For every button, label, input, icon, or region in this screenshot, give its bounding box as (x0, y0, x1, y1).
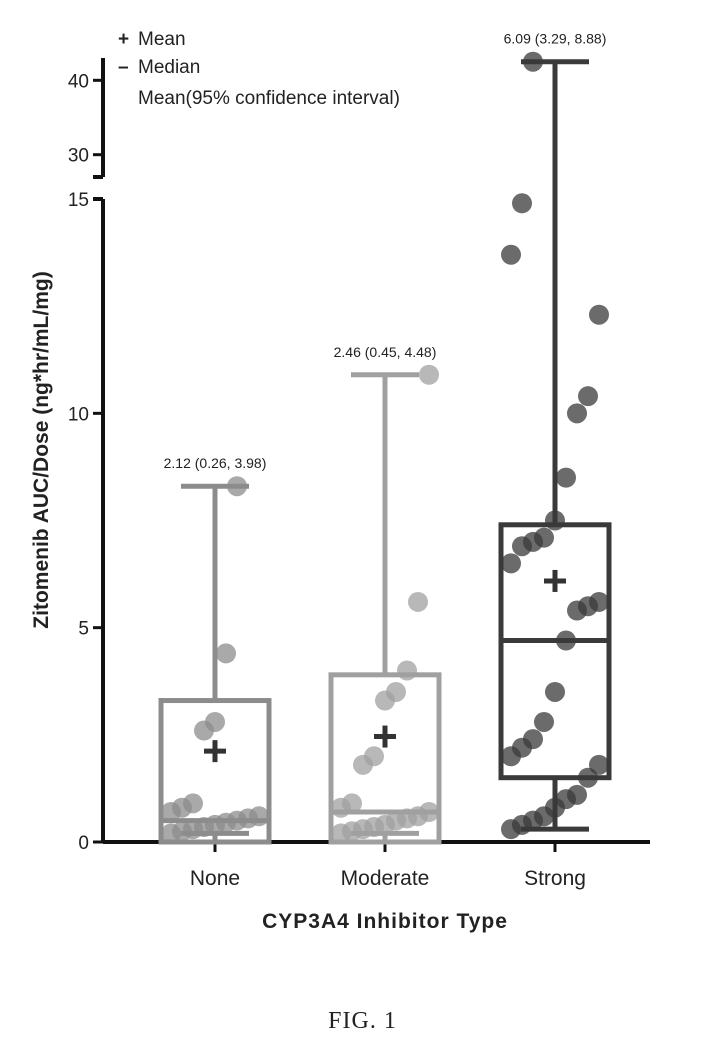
data-point (567, 785, 587, 805)
data-point (589, 592, 609, 612)
y-tick-label: 10 (68, 404, 89, 425)
data-point (567, 403, 587, 423)
data-point (342, 793, 362, 813)
y-tick-label: 30 (68, 146, 89, 167)
legend-label: Mean(95% confidence interval) (138, 88, 400, 109)
data-point (216, 643, 236, 663)
legend-label: Median (138, 57, 200, 78)
y-tick-label: 40 (68, 71, 89, 92)
boxplot-chart: 0 5 10 15 30 40 None Moderate Strong 2.12 (0.26,… (0, 0, 725, 1000)
mean-ci-annotation: 6.09 (3.29, 8.88) (504, 31, 607, 47)
figure-caption: FIG. 1 (0, 1008, 725, 1035)
series-strong: 6.09 (3.29, 8.88) (501, 31, 609, 839)
data-point (364, 746, 384, 766)
x-tick-label: None (190, 867, 240, 890)
data-point (523, 729, 543, 749)
data-point (523, 52, 543, 72)
x-tick-label: Strong (524, 867, 586, 890)
legend-symbol: – (118, 57, 129, 78)
data-point (397, 661, 417, 681)
data-point (512, 193, 532, 213)
series-none: 2.12 (0.26, 3.98) (161, 455, 269, 843)
legend: + Mean–Median Mean(95% confidence interval… (118, 29, 400, 109)
data-point (534, 528, 554, 548)
data-point (556, 631, 576, 651)
data-point (556, 468, 576, 488)
data-point (419, 365, 439, 385)
data-point (501, 245, 521, 265)
x-tick-label: Moderate (341, 867, 430, 890)
plot-area: 2.12 (0.26, 3.98) 2.46 (0.45, 4.48) 6.09 (… (161, 31, 609, 844)
legend-symbol: + (118, 29, 129, 50)
data-point (534, 712, 554, 732)
data-point (205, 712, 225, 732)
data-point (545, 682, 565, 702)
series-moderate: 2.46 (0.45, 4.48) (331, 344, 439, 844)
data-point (545, 511, 565, 531)
data-point (227, 476, 247, 496)
data-point (408, 592, 428, 612)
data-point (386, 682, 406, 702)
data-point (501, 553, 521, 573)
legend-label: Mean (138, 29, 186, 50)
data-point (183, 793, 203, 813)
data-point (589, 755, 609, 775)
data-point (578, 386, 598, 406)
y-tick-label: 5 (78, 619, 89, 640)
mean-ci-annotation: 2.12 (0.26, 3.98) (164, 455, 267, 471)
x-axis-title: CYP3A4 Inhibitor Type (262, 910, 508, 933)
data-point (589, 305, 609, 325)
y-axis-title: Zitomenib AUC/Dose (ng*hr/mL/mg) (30, 271, 53, 628)
data-point (419, 802, 439, 822)
y-tick-label: 15 (68, 190, 89, 211)
y-tick-label: 0 (78, 833, 89, 854)
mean-ci-annotation: 2.46 (0.45, 4.48) (334, 344, 437, 360)
data-point (249, 806, 269, 826)
